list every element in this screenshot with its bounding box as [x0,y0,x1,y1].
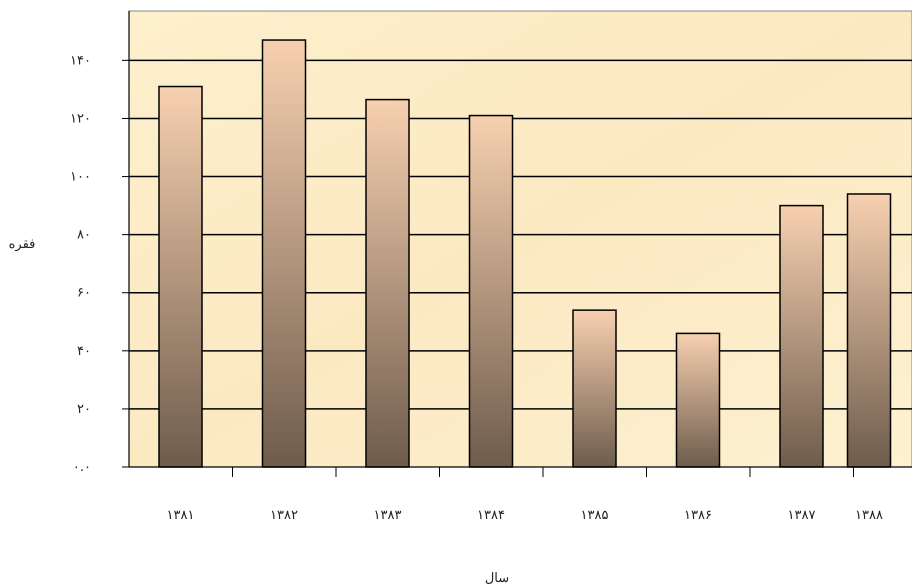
y-tick-label: ۱۲۰ [70,111,91,126]
x-tick-label: ۱۳۸۵ [581,508,609,523]
x-tick-label: ۱۳۸۱ [167,508,195,523]
bar [468,114,514,468]
y-tick-label: ۱۴۰ [70,53,91,68]
y-tick-label: ۲۰ [77,402,91,417]
y-tick-label: ۱۰۰ [70,170,91,185]
gridlines [129,59,912,410]
bar [158,85,203,468]
bar [846,193,892,468]
x-axis-title: سال [485,571,509,586]
y-tick-label: ۰.۰ [73,460,91,475]
x-tick-label: ۱۳۸۴ [477,508,505,523]
bar [365,98,410,468]
x-tick-label: ۱۳۸۶ [684,508,712,523]
bars [158,39,892,468]
axes: ۰.۰ ۲۰ ۴۰ ۶۰ ۸۰ ۱۰۰ ۱۲۰ ۱۴۰ ۱۳۸۱ ۱۳۸۲ ۱۳۸۳ ۱۳۸۴ ۱۳۸۵… [70,11,912,523]
bar [675,332,721,468]
x-tick-label: ۱۳۸۷ [788,508,816,523]
y-tick-label: ۶۰ [77,286,91,301]
bar [261,39,307,468]
x-tick-label: ۱۳۸۸ [855,508,883,523]
bar [572,309,617,468]
y-axis-title: فقره [9,237,36,252]
x-tick-label: ۱۳۸۳ [374,508,402,523]
bar [779,204,824,468]
y-tick-label: ۴۰ [77,344,91,359]
x-tick-label: ۱۳۸۲ [270,508,298,523]
y-tick-label: ۸۰ [77,228,91,243]
